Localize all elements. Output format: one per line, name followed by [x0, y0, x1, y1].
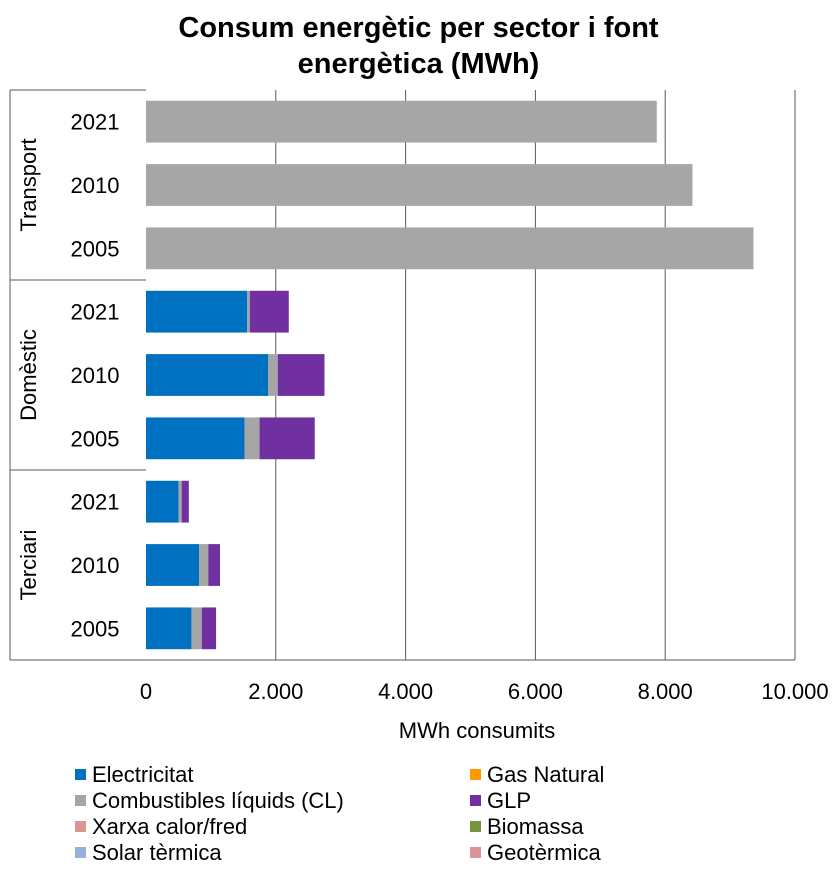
chart-legend: Electricitat Gas Natural Combustibles líqu…: [0, 762, 837, 878]
bar-segment: [146, 607, 192, 650]
bar-segment: [199, 544, 209, 586]
bar-chart: 2021 2010 2005 2021 2010 2005 2021 2010 2005 Tran…: [9, 89, 829, 743]
legend-label: Gas Natural: [487, 762, 605, 787]
x-tick-label: 2.000: [248, 679, 303, 704]
bar-segment: [146, 290, 248, 333]
bar-segment: [146, 100, 657, 143]
legend-item: Combustibles líquids (CL): [75, 788, 344, 814]
chart-title-line-1: Consum energètic per sector i font: [178, 12, 659, 44]
bar-segment: [178, 480, 182, 523]
category-label: 2021: [71, 490, 120, 515]
bar-segment: [277, 354, 325, 396]
legend-label: Geotèrmica: [487, 840, 601, 865]
x-tick-label: 4.000: [378, 679, 433, 704]
bar-segment: [146, 164, 693, 206]
bar-segment: [268, 354, 278, 396]
legend-swatch: [75, 821, 86, 832]
legend-item: Gas Natural: [470, 762, 604, 788]
legend-label: Solar tèrmica: [92, 840, 222, 865]
legend-item: GLP: [470, 788, 531, 814]
category-label: 2021: [71, 300, 120, 325]
group-label: Transport: [16, 138, 41, 231]
legend-swatch: [470, 847, 481, 858]
bar-segment: [208, 544, 220, 586]
chart-title-line-2: energètica (MWh): [297, 48, 540, 80]
legend-label: Combustibles líquids (CL): [92, 788, 344, 813]
bar-segment: [259, 417, 315, 460]
bar-segment: [181, 480, 189, 523]
bar-segment: [244, 417, 260, 460]
category-label: 2010: [71, 553, 120, 578]
x-tick-label: 8.000: [638, 679, 693, 704]
bar-segment: [247, 290, 250, 333]
legend-swatch: [75, 847, 86, 858]
bar-segment: [146, 227, 754, 270]
category-label: 2010: [71, 363, 120, 388]
category-label: 2021: [71, 110, 120, 135]
x-axis-title: MWh consumits: [399, 718, 555, 743]
legend-swatch: [75, 795, 86, 806]
bar-segment: [201, 607, 217, 650]
legend-label: Biomassa: [487, 814, 584, 839]
category-label: 2005: [71, 616, 120, 641]
legend-swatch: [75, 769, 86, 780]
chart-title: Consum energètic per sector i font energ…: [0, 10, 837, 82]
bar-segment: [146, 354, 269, 396]
category-label: 2010: [71, 173, 120, 198]
legend-label: Electricitat: [92, 762, 194, 787]
category-label: 2005: [71, 236, 120, 261]
legend-label: Xarxa calor/fred: [92, 814, 248, 839]
group-label: Domèstic: [16, 329, 41, 421]
category-label: 2005: [71, 426, 120, 451]
group-label: Terciari: [16, 530, 41, 601]
x-tick-label: 0: [140, 679, 152, 704]
bar-segment: [191, 607, 202, 650]
x-tick-label: 10.000: [761, 679, 828, 704]
legend-label: GLP: [487, 788, 532, 813]
bar-segment: [249, 290, 289, 333]
bar-segment: [146, 480, 179, 523]
legend-swatch: [470, 769, 481, 780]
legend-item: Geotèrmica: [470, 840, 601, 866]
x-tick-label: 6.000: [508, 679, 563, 704]
legend-swatch: [470, 821, 481, 832]
bar-segment: [146, 544, 200, 586]
legend-swatch: [470, 795, 481, 806]
legend-item: Electricitat: [75, 762, 193, 788]
legend-item: Biomassa: [470, 814, 584, 840]
legend-item: Solar tèrmica: [75, 840, 222, 866]
bar-segment: [146, 417, 245, 460]
legend-item: Xarxa calor/fred: [75, 814, 247, 840]
